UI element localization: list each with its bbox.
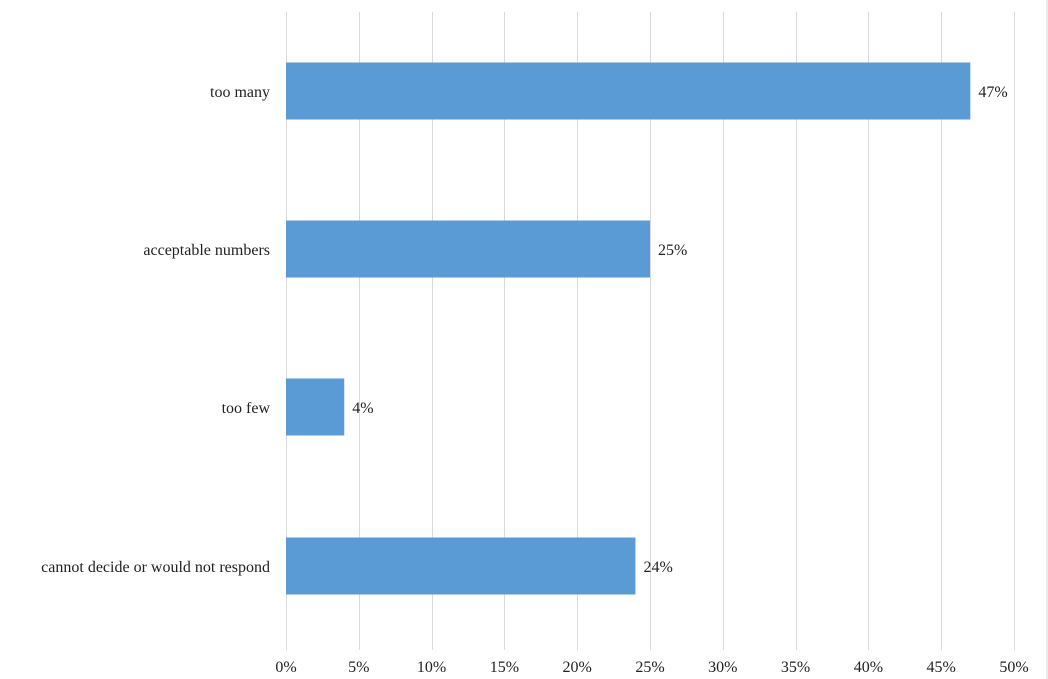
bar (286, 537, 636, 595)
data-label: 47% (978, 84, 1007, 101)
data-label: 4% (352, 400, 373, 417)
x-tick-label: 20% (563, 659, 592, 676)
x-tick-label: 25% (635, 659, 664, 676)
value-axis: 0% 5% 10% 15% 20% 25% 30% 35% 40% 45% 50% (275, 659, 1028, 676)
bars (286, 62, 971, 595)
data-label: 24% (643, 559, 672, 576)
x-tick-label: 10% (417, 659, 446, 676)
category-label: acceptable numbers (143, 242, 270, 259)
x-tick-label: 5% (348, 659, 369, 676)
x-tick-label: 15% (490, 659, 519, 676)
bar (286, 220, 650, 278)
x-tick-label: 30% (708, 659, 737, 676)
category-axis: too many acceptable numbers too few cannot … (41, 84, 270, 576)
x-tick-label: 40% (854, 659, 883, 676)
frame-edge (1046, 0, 1048, 679)
x-tick-label: 50% (999, 659, 1028, 676)
bar (286, 62, 971, 120)
category-label: cannot decide or would not respond (41, 559, 270, 576)
bar (286, 378, 345, 436)
data-labels: 47% 25% 4% 24% (352, 84, 1007, 576)
x-tick-label: 35% (781, 659, 810, 676)
category-label: too few (222, 400, 271, 417)
x-tick-label: 0% (275, 659, 296, 676)
data-label: 25% (658, 242, 687, 259)
category-label: too many (210, 84, 270, 101)
x-tick-label: 45% (927, 659, 956, 676)
